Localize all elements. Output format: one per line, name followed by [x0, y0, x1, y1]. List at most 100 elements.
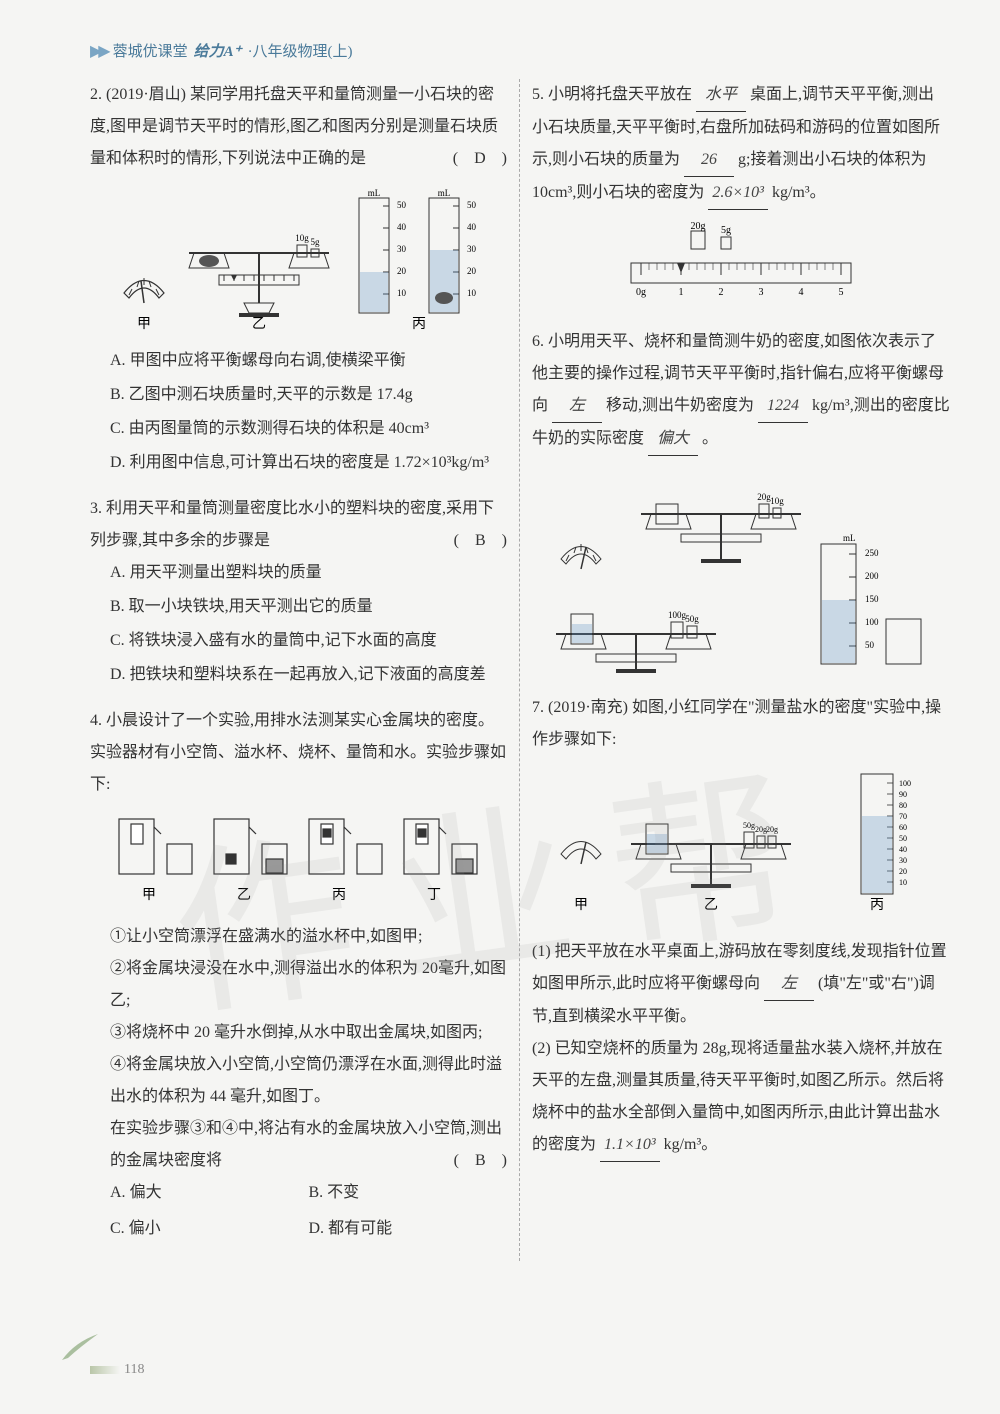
q5-blank2: 26	[684, 144, 734, 177]
q7-num: 7.	[532, 699, 544, 716]
svg-text:20g: 20g	[766, 825, 778, 834]
svg-text:50: 50	[397, 200, 407, 210]
header-brand: 给力A⁺	[194, 40, 242, 61]
q4-text: 小晨设计了一个实验,用排水法测某实心金属块的密度。实验器材有小空筒、溢水杯、烧杯…	[90, 712, 506, 793]
q2-opt-b: B. 乙图中测石块质量时,天平的示数是 17.4g	[110, 379, 507, 411]
svg-text:30: 30	[467, 244, 477, 254]
question-7: 7. (2019·南充) 如图,小红同学在"测量盐水的密度"实验中,操作步骤如下…	[532, 692, 950, 1162]
q6-blank2: 1224	[758, 390, 808, 423]
q3-opt-c: C. 将铁块浸入盛有水的量筒中,记下水面的高度	[110, 625, 507, 657]
q7-part2: (2) 已知空烧杯的质量为 28g,现将适量盐水装入烧杯,并放在天平的左盘,测量…	[532, 1033, 950, 1162]
svg-text:50g: 50g	[685, 614, 699, 624]
svg-text:2: 2	[719, 287, 724, 298]
svg-text:100g: 100g	[668, 610, 687, 620]
right-column: 5. 小明将托盘天平放在 水平 桌面上,调节天平平衡,测出小石块质量,天平平衡时…	[520, 79, 950, 1261]
svg-text:50: 50	[467, 200, 477, 210]
svg-text:丙: 丙	[870, 898, 884, 913]
q4-figure: 甲 乙 丙 丁	[90, 809, 507, 913]
q6-blank3: 偏大	[648, 423, 698, 456]
svg-text:40: 40	[467, 222, 477, 232]
q3-text: 利用天平和量筒测量密度比水小的塑料块的密度,采用下列步骤,其中多余的步骤是	[90, 500, 494, 549]
q2-answer-paren: ( D )	[453, 143, 507, 175]
svg-text:甲: 甲	[142, 888, 156, 903]
q2-num: 2.	[90, 86, 102, 103]
svg-text:20: 20	[467, 266, 477, 276]
svg-text:100: 100	[899, 779, 911, 788]
q5-num: 5.	[532, 86, 544, 103]
svg-text:200: 200	[865, 571, 879, 581]
svg-text:乙: 乙	[252, 316, 266, 332]
q4-opt-a: A. 偏大	[110, 1177, 309, 1209]
q7-source: (2019·南充)	[548, 699, 628, 716]
q2-opt-d: D. 利用图中信息,可计算出石块的密度是 1.72×10³kg/m³	[110, 447, 507, 479]
svg-text:mL: mL	[843, 533, 856, 543]
q7-part1: (1) 把天平放在水平桌面上,游码放在零刻度线,发现指针位置如图甲所示,此时应将…	[532, 936, 950, 1033]
q7-p1-blank: 左	[764, 968, 814, 1001]
question-2: 2. (2019·眉山) 某同学用托盘天平和量筒测量一小石块的密度,图甲是调节天…	[90, 79, 507, 479]
svg-text:丙: 丙	[412, 317, 426, 332]
q4-answer: B	[475, 1152, 486, 1169]
svg-text:50: 50	[899, 834, 907, 843]
q4-step2: ②将金属块浸没在水中,测得溢出水的体积为 20毫升,如图乙;	[110, 953, 507, 1017]
svg-text:10g: 10g	[295, 233, 309, 243]
q6-num: 6.	[532, 333, 544, 350]
q2-opt-c: C. 由丙图量筒的示数测得石块的体积是 40cm³	[110, 413, 507, 445]
q4-opt-c: C. 偏小	[110, 1213, 309, 1245]
q6-blank1: 左	[552, 390, 602, 423]
svg-text:mL: mL	[437, 188, 450, 198]
svg-text:40: 40	[899, 845, 907, 854]
svg-text:80: 80	[899, 801, 907, 810]
svg-text:10: 10	[899, 878, 907, 887]
q4-options: A. 偏大 B. 不变 C. 偏小 D. 都有可能	[110, 1177, 507, 1247]
q4-opt-d: D. 都有可能	[309, 1213, 508, 1245]
svg-text:70: 70	[899, 812, 907, 821]
q2-source: (2019·眉山)	[106, 86, 186, 103]
feather-icon	[60, 1332, 100, 1362]
q4-step1: ①让小空筒漂浮在盛满水的溢水杯中,如图甲;	[110, 921, 507, 953]
svg-text:0g: 0g	[636, 287, 646, 298]
svg-text:40: 40	[397, 222, 407, 232]
svg-text:mL: mL	[367, 188, 380, 198]
q5-figure: 20g 5g	[532, 218, 950, 312]
svg-text:乙: 乙	[704, 897, 718, 913]
header-series: 蓉城优课堂	[113, 40, 188, 61]
q3-opt-a: A. 用天平测量出塑料块的质量	[110, 557, 507, 589]
svg-text:10g: 10g	[770, 496, 784, 506]
q3-opt-b: B. 取一小块铁块,用天平测出它的质量	[110, 591, 507, 623]
svg-text:5: 5	[839, 287, 844, 298]
svg-text:甲: 甲	[574, 898, 588, 913]
q3-answer-paren: ( B )	[454, 525, 507, 557]
svg-text:60: 60	[899, 823, 907, 832]
q4-subquestion: 在实验步骤③和④中,将沾有水的金属块放入小空筒,测出的金属块密度将 ( B )	[110, 1113, 507, 1177]
header-grade: ·八年级物理(上)	[248, 40, 353, 61]
svg-text:30: 30	[397, 244, 407, 254]
page-header: ▶▶ 蓉城优课堂 给力A⁺ ·八年级物理(上)	[90, 40, 950, 61]
header-arrows-icon: ▶▶	[90, 41, 107, 61]
q5-blank1: 水平	[696, 79, 746, 112]
q2-opt-a: A. 甲图中应将平衡螺母向右调,使横梁平衡	[110, 345, 507, 377]
q4-num: 4.	[90, 712, 102, 729]
svg-text:乙: 乙	[237, 887, 251, 903]
svg-text:90: 90	[899, 790, 907, 799]
svg-text:5g: 5g	[721, 225, 731, 236]
question-4: 4. 小晨设计了一个实验,用排水法测某实心金属块的密度。实验器材有小空筒、溢水杯…	[90, 705, 507, 1247]
svg-text:10: 10	[397, 288, 407, 298]
svg-text:20g: 20g	[757, 492, 771, 502]
q4-step4: ④将金属块放入小空筒,小空筒仍漂浮在水面,测得此时溢出水的体积为 44 毫升,如…	[110, 1049, 507, 1113]
q3-answer: B	[475, 532, 486, 549]
svg-text:5g: 5g	[310, 237, 320, 247]
svg-text:丙: 丙	[332, 888, 346, 903]
svg-text:3: 3	[759, 287, 764, 298]
svg-text:4: 4	[799, 287, 804, 298]
svg-text:甲: 甲	[137, 317, 151, 332]
left-column: 2. (2019·眉山) 某同学用托盘天平和量筒测量一小石块的密度,图甲是调节天…	[90, 79, 520, 1261]
q4-answer-paren: ( B )	[454, 1145, 507, 1177]
question-5: 5. 小明将托盘天平放在 水平 桌面上,调节天平平衡,测出小石块质量,天平平衡时…	[532, 79, 950, 312]
svg-text:50: 50	[865, 640, 875, 650]
q6-figure: 20g 10g 100g	[532, 464, 950, 678]
svg-text:20: 20	[397, 266, 407, 276]
page-number: 118	[90, 1362, 144, 1378]
svg-text:20g: 20g	[691, 221, 706, 232]
q3-opt-d: D. 把铁块和塑料块系在一起再放入,记下液面的高度差	[110, 659, 507, 691]
q3-num: 3.	[90, 500, 102, 517]
